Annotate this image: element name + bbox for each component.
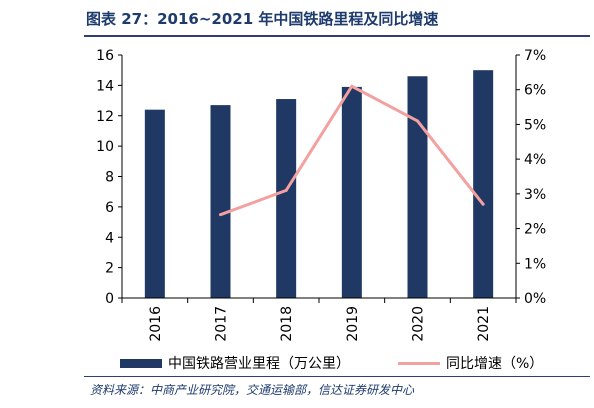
chart: 0 2 4 6 8 10 12 14 16 0% 1% 2% 3% 4% 5% 6% 7% 2016 2017 201…	[96, 48, 546, 342]
left-tick-label: 14	[96, 78, 114, 94]
bar-2017	[210, 105, 231, 299]
bar-2018	[276, 99, 297, 298]
line-point-2019	[350, 84, 354, 88]
bar-2019	[341, 86, 362, 298]
x-tick-label: 2021	[476, 306, 492, 342]
line-point-2018	[284, 188, 288, 192]
legend-label-bar: 中国铁路营业里程（万公里）	[168, 356, 350, 372]
left-tick-label: 2	[105, 261, 114, 277]
line-point-2020	[416, 119, 419, 123]
x-tick-label: 2016	[148, 306, 164, 342]
left-tick-label: 10	[96, 139, 114, 155]
left-tick-label: 4	[105, 230, 114, 246]
title-area: 图表 27：2016~2021 年中国铁路里程及同比增速	[0, 0, 594, 38]
legend: 中国铁路营业里程（万公里） 同比增速（%）	[120, 352, 543, 374]
line-layer	[219, 84, 485, 217]
x-tick-label: 2020	[411, 306, 427, 342]
left-tick-label: 6	[105, 200, 114, 216]
left-tick-label: 0	[105, 291, 114, 307]
right-tick-label: 2%	[524, 222, 546, 238]
axes-layer: 0 2 4 6 8 10 12 14 16 0% 1% 2% 3% 4% 5% 6% 7% 2016 2017 201…	[96, 48, 546, 342]
legend-item-bar: 中国铁路营业里程（万公里）	[120, 353, 350, 373]
x-tick-label: 2017	[214, 306, 230, 342]
line-point-2017	[219, 213, 222, 217]
bars-layer	[144, 70, 494, 299]
x-tick-label: 2018	[279, 306, 295, 342]
legend-swatch-line	[398, 361, 440, 365]
legend-swatch-bar	[120, 358, 162, 368]
legend-item-line: 同比增速（%）	[398, 353, 543, 373]
line-point-2021	[481, 202, 485, 206]
right-tick-label: 3%	[524, 187, 546, 203]
right-tick-label: 5%	[524, 117, 546, 133]
bar-2021	[473, 70, 494, 298]
x-tick-label: 2019	[345, 306, 361, 342]
left-tick-label: 16	[96, 48, 114, 64]
bar-2020	[407, 76, 428, 298]
right-tick-label: 6%	[524, 83, 546, 99]
left-tick-label: 8	[105, 170, 114, 186]
right-tick-label: 4%	[524, 152, 546, 168]
right-tick-label: 7%	[524, 48, 546, 64]
right-tick-label: 1%	[524, 256, 546, 272]
left-tick-label: 12	[96, 109, 114, 125]
legend-label-line: 同比增速（%）	[446, 356, 544, 372]
title-divider	[84, 35, 590, 37]
bar-2016	[144, 109, 165, 298]
figure-title: 图表 27：2016~2021 年中国铁路里程及同比增速	[86, 10, 439, 28]
source-divider	[84, 376, 590, 377]
source-note: 资料来源：中商产业研究院，交通运输部，信达证券研发中心	[90, 383, 415, 397]
right-tick-label: 0%	[524, 291, 546, 307]
